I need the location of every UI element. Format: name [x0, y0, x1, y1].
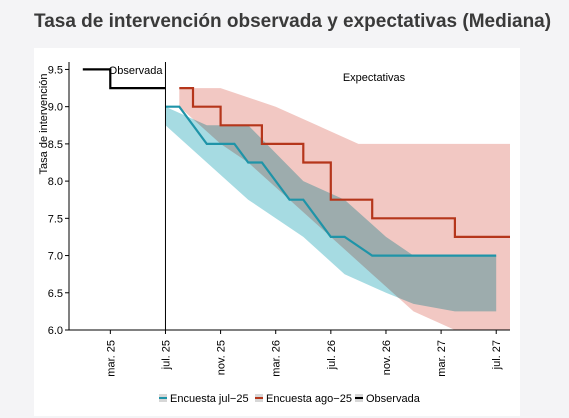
legend-label-0: Encuesta jul−25 [170, 393, 249, 405]
annotation-observada: Observada [109, 65, 164, 77]
line-series-1 [165, 105, 497, 257]
line-series-2 [179, 86, 510, 238]
chart-title: Tasa de intervención observada y expecta… [34, 11, 552, 32]
annotation-expectativas: Expectativas [343, 72, 406, 84]
band-series-1 [165, 106, 497, 312]
legend: Encuesta jul−25 Encuesta ago−25 Observada [159, 393, 421, 405]
x-tick-label: mar. 27 [436, 340, 448, 377]
y-tick-label: 6.5 [48, 288, 63, 300]
y-tick-label: 9.0 [48, 102, 63, 114]
x-tick-label: mar. 26 [271, 340, 283, 377]
x-tick-label: jul. 26 [326, 340, 338, 370]
chart-svg: 6.0 6.5 7.0 7.5 8.0 8.5 9.0 9.5 mar. 25 jul. 25 no… [38, 62, 511, 405]
y-tick-label: 9.5 [48, 64, 63, 76]
chart-card: 6.0 6.5 7.0 7.5 8.0 8.5 9.0 9.5 mar. 25 jul. 25 no… [34, 48, 520, 416]
y-tick-label: 8.5 [48, 139, 63, 151]
y-tick-label: 7.5 [48, 213, 63, 225]
x-tick-label: mar. 25 [105, 340, 117, 377]
y-tick-label: 8.0 [48, 176, 63, 188]
y-tick-label: 6.0 [48, 325, 63, 337]
x-tick-label: nov. 25 [216, 340, 228, 375]
y-tick-label: 7.0 [48, 251, 63, 263]
x-tick-label: nov. 26 [381, 340, 393, 375]
legend-label-1: Encuesta ago−25 [266, 393, 352, 405]
band-layer [165, 88, 511, 330]
legend-label-2: Observada [366, 393, 421, 405]
x-tick-label: jul. 27 [491, 340, 503, 370]
axes-layer: 6.0 6.5 7.0 7.5 8.0 8.5 9.0 9.5 mar. 25 jul. 25 no… [48, 62, 510, 377]
line-layer [82, 68, 510, 257]
x-tick-label: jul. 25 [160, 340, 172, 370]
line-series-0 [82, 68, 166, 90]
y-axis-label: Tasa de intervención [38, 74, 50, 175]
